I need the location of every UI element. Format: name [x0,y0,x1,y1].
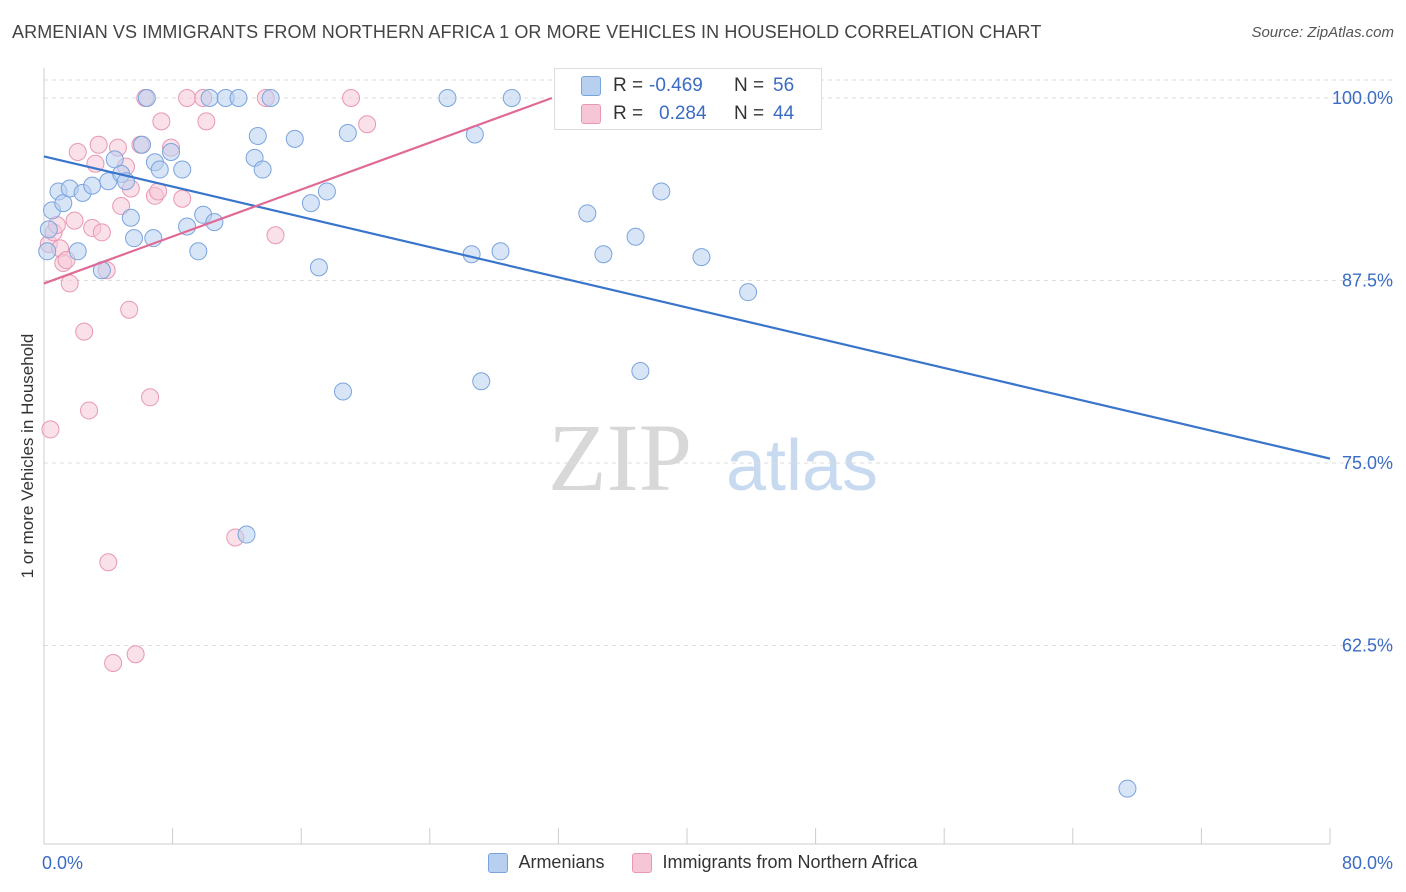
data-point-armenians [338,124,357,143]
stats-n-value: 56 [773,75,795,96]
data-point-armenians [285,129,304,148]
stats-r-label: R = [613,103,644,124]
data-point-immigrants [152,112,171,131]
data-point-armenians [39,220,58,239]
data-point-immigrants [65,211,84,230]
data-point-immigrants [80,401,99,420]
legend-label-immigrants: Immigrants from Northern Africa [662,852,918,872]
x-tick-label-min: 0.0% [42,853,83,873]
data-point-armenians [491,242,510,261]
legend-item-armenians[interactable]: Armenians [488,852,604,873]
source-note: Source: ZipAtlas.com [1251,24,1394,41]
trend-lines [43,96,1331,460]
stats-legend-box: R = -0.469 N = 56 R = 0.284 N = 44 [554,68,822,130]
stats-r-value: -0.469 [649,75,703,96]
x-tick-label-max: 80.0% [1342,853,1393,873]
data-point-armenians [652,182,671,201]
data-point-armenians [472,372,491,391]
data-point-armenians [594,245,613,264]
data-point-armenians [1118,779,1137,798]
stats-swatch-pink [581,104,601,124]
data-point-immigrants [112,197,131,216]
watermark-zip: ZIP [548,404,692,511]
watermark-atlas: atlas [726,426,878,506]
data-point-armenians [161,143,180,162]
data-point-immigrants [104,654,123,673]
data-point-armenians [189,242,208,261]
data-point-immigrants [173,189,192,208]
y-tick-label: 75.0% [1342,453,1393,473]
series-immigrants-points [39,89,693,673]
data-point-immigrants [41,420,60,439]
data-point-immigrants [126,645,145,664]
data-point-armenians [150,160,169,179]
data-point-immigrants [92,223,111,242]
stats-swatch-blue [581,76,601,96]
axes [43,68,1331,845]
data-point-armenians [739,283,758,302]
data-point-armenians [237,525,256,544]
data-point-armenians [301,194,320,213]
data-point-armenians [137,89,156,107]
data-point-armenians [125,229,144,248]
data-point-immigrants [178,89,197,107]
data-point-immigrants [266,226,285,245]
data-point-armenians [229,89,248,107]
data-point-immigrants [99,553,118,572]
data-point-armenians [462,245,481,264]
legend-swatch-blue [488,852,509,873]
gridlines [44,79,1394,646]
data-point-armenians [578,204,597,223]
data-point-armenians [502,89,521,107]
data-point-armenians [133,135,152,154]
data-point-armenians [83,176,102,195]
data-point-immigrants [358,115,377,134]
data-point-armenians [253,160,272,179]
stats-n-label: N = [734,75,765,96]
data-point-immigrants [60,274,79,293]
legend-label-armenians: Armenians [518,852,605,872]
data-point-armenians [631,362,650,381]
data-point-armenians [248,126,267,145]
y-tick-label: 62.5% [1342,636,1393,656]
chart-title: ARMENIAN VS IMMIGRANTS FROM NORTHERN AFR… [12,22,1042,42]
data-point-armenians [200,89,219,107]
data-point-armenians [692,248,711,267]
stats-r-label: R = [613,75,644,96]
data-point-armenians [121,208,140,227]
stats-n-value: 44 [773,103,795,124]
data-point-armenians [317,182,336,201]
bottom-legend: Armenians Immigrants from Northern Afric… [0,852,1406,873]
data-point-immigrants [89,135,108,154]
data-point-armenians [68,242,87,261]
data-point-armenians [261,89,280,107]
data-point-armenians [173,160,192,179]
data-point-immigrants [141,388,160,407]
data-point-immigrants [68,143,87,162]
data-point-armenians [438,89,457,107]
legend-item-immigrants[interactable]: Immigrants from Northern Africa [632,852,918,873]
tick-labels: 100.0% 87.5% 75.0% 62.5% 0.0% 80.0% [42,88,1393,873]
data-point-armenians [38,242,57,261]
y-tick-label: 87.5% [1342,271,1393,291]
data-point-immigrants [75,322,94,341]
data-point-immigrants [120,300,139,319]
data-point-armenians [333,382,352,401]
trend-line-armenians [43,155,1331,460]
data-point-immigrants [342,89,361,107]
stats-r-value: 0.284 [659,103,707,124]
series-armenians-points [38,89,1137,798]
data-point-armenians [626,227,645,246]
data-point-armenians [309,258,328,277]
stats-n-label: N = [734,103,765,124]
data-point-immigrants [197,112,216,131]
legend-swatch-pink [632,852,653,873]
trend-line-immigrants [43,96,553,285]
y-tick-label: 100.0% [1332,88,1393,108]
